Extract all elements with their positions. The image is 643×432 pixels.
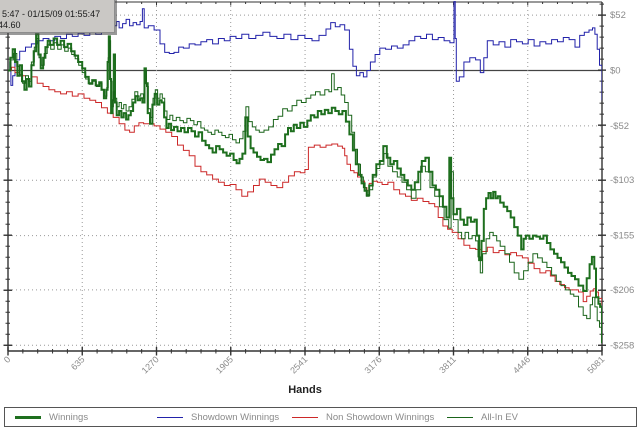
all-in-ev-line-swatch	[447, 416, 473, 418]
x-tick-label: 0	[2, 354, 13, 365]
x-tick-label: 1270	[140, 354, 161, 375]
y-tick-label: -$52	[610, 121, 629, 132]
y-tick-label: -$155	[610, 231, 634, 242]
x-tick-label: 5081	[585, 354, 606, 375]
y-tick-label: -$258	[610, 340, 634, 351]
chart-tooltip: 5:47 - 01/15/09 01:55:47 44.60	[0, 0, 115, 33]
plot-area[interactable]: $52 $0 -$52 -$103 -$155 -$206 -$258 0 635 1270 190…	[0, 0, 643, 405]
showdown-winnings-line-swatch	[157, 416, 183, 418]
legend-item-winnings: Winnings	[15, 408, 88, 426]
x-tick-label: 2541	[288, 354, 309, 375]
legend-item-non-showdown-winnings: Non Showdown Winnings	[292, 408, 434, 426]
y-tick-label: -$103	[610, 175, 634, 186]
x-axis-title: Hands	[288, 384, 322, 396]
x-tick-label: 3176	[362, 354, 383, 375]
legend-label-winnings: Winnings	[49, 411, 89, 423]
tooltip-date-range: 5:47 - 01/15/09 01:55:47	[2, 9, 101, 19]
x-tick-label: 635	[69, 354, 87, 372]
x-tick-label: 3811	[437, 354, 458, 375]
legend-label-showdown-winnings: Showdown Winnings	[191, 411, 280, 423]
legend: Winnings Showdown Winnings Non Showdown …	[4, 407, 637, 427]
y-tick-label: $0	[610, 66, 621, 77]
legend-item-showdown-winnings: Showdown Winnings	[157, 408, 279, 426]
winnings-line	[8, 33, 602, 344]
tooltip-amount: 44.60	[0, 20, 21, 30]
winnings-line-swatch	[15, 415, 41, 419]
x-tick-label: 4446	[511, 354, 532, 375]
legend-label-all-in-ev: All-In EV	[481, 411, 518, 423]
non-showdown-winnings-line	[8, 66, 602, 305]
y-tick-label: -$206	[610, 285, 634, 296]
non-showdown-winnings-line-swatch	[292, 416, 318, 418]
x-tick-label: 1905	[214, 354, 235, 375]
legend-item-all-in-ev: All-In EV	[447, 408, 518, 426]
all-in-ev-line	[8, 38, 602, 334]
y-tick-label: $52	[610, 10, 626, 21]
legend-label-non-showdown-winnings: Non Showdown Winnings	[326, 411, 435, 423]
